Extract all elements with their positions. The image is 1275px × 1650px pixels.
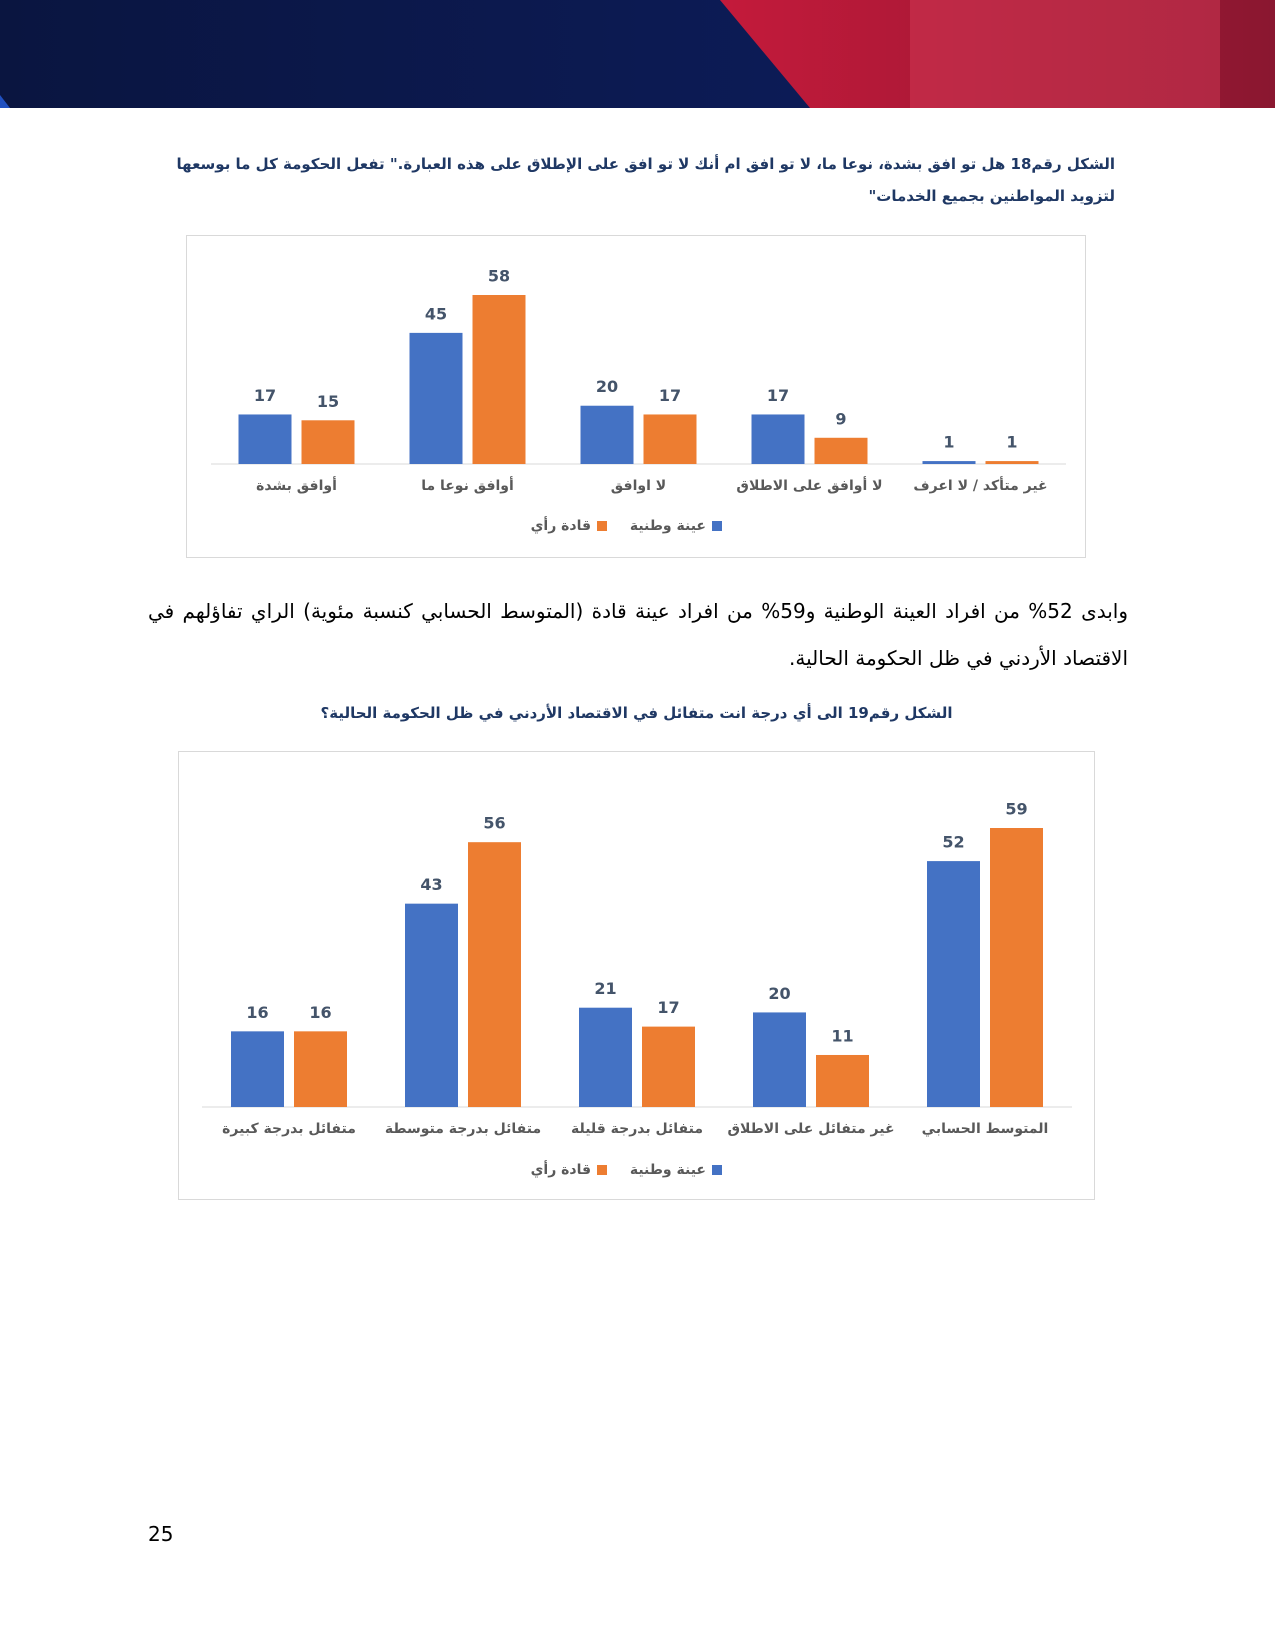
legend-swatch [712, 1165, 722, 1175]
x-tick-label: متفائل بدرجة كبيرة [222, 1121, 356, 1137]
legend-label: عينة وطنية [630, 518, 706, 534]
bar [816, 1054, 869, 1107]
bar [409, 332, 463, 464]
data-label: 1 [1006, 433, 1017, 452]
data-label: 17 [657, 998, 679, 1017]
bar [985, 461, 1039, 464]
data-label: 52 [942, 833, 964, 852]
data-label: 58 [488, 267, 510, 286]
bar [643, 414, 697, 464]
bar [753, 1012, 806, 1107]
data-label: 16 [309, 1003, 331, 1022]
bar [472, 295, 526, 464]
bar [231, 1031, 284, 1107]
x-tick-label: متفائل بدرجة متوسطة [385, 1121, 541, 1137]
data-label: 20 [768, 984, 790, 1003]
page-number: 25 [148, 1522, 174, 1546]
bar [579, 1007, 632, 1107]
legend-swatch [597, 1165, 607, 1175]
x-tick-label: لا اوافق [611, 478, 666, 494]
data-label: 21 [594, 979, 616, 998]
x-tick-label: غير متفائل على الاطلاق [727, 1121, 894, 1137]
bar [814, 437, 868, 464]
legend-label: عينة وطنية [630, 1162, 706, 1178]
bar [468, 842, 521, 1107]
bar [238, 414, 292, 464]
data-label: 20 [596, 377, 618, 396]
bar [301, 420, 355, 464]
data-label: 11 [831, 1026, 853, 1045]
bar [642, 1026, 695, 1107]
paragraph: وابدى 52% من افراد العينة الوطنية و59% م… [148, 599, 1129, 670]
bar [405, 903, 458, 1107]
x-tick-label: غير متأكد / لا اعرف [913, 476, 1047, 494]
data-label: 17 [659, 386, 681, 405]
data-label: 45 [425, 304, 447, 323]
x-tick-label: المتوسط الحسابي [922, 1121, 1049, 1137]
data-label: 17 [254, 386, 276, 405]
legend-label: قادة رأي [531, 516, 591, 535]
chart: متفائل بدرجة كبيرة 16 16 متفائل بدرجة متوسط… [202, 800, 1072, 1179]
data-label: 56 [483, 814, 505, 833]
x-tick-label: أوافق بشدة [256, 476, 337, 494]
bar [990, 828, 1043, 1107]
legend-swatch [712, 521, 722, 531]
chart-frame: أوافق بشدة 17 15 أوافق نوعا ما 45 58 لا اوافق 2… [186, 235, 1086, 558]
data-label: 43 [420, 875, 442, 894]
legend-swatch [597, 521, 607, 531]
bar [922, 461, 976, 464]
bar [927, 861, 980, 1107]
data-label: 15 [317, 392, 339, 411]
data-label: 9 [835, 409, 846, 428]
legend-label: قادة رأي [531, 1160, 591, 1179]
x-tick-label: متفائل بدرجة قليلة [571, 1121, 703, 1137]
chart: أوافق بشدة 17 15 أوافق نوعا ما 45 58 لا اوافق 2… [211, 267, 1066, 535]
x-tick-label: لا أوافق على الاطلاق [736, 476, 882, 494]
bar [751, 414, 805, 464]
data-label: 17 [767, 386, 789, 405]
bar [580, 405, 634, 464]
header-banner [0, 0, 1275, 108]
caption: الشكل رقم18 هل تو افق بشدة، نوعا ما، لا … [176, 155, 1115, 205]
chart-frame: متفائل بدرجة كبيرة 16 16 متفائل بدرجة متوسط… [178, 751, 1095, 1200]
bar [294, 1031, 347, 1107]
data-label: 59 [1005, 800, 1027, 819]
x-tick-label: أوافق نوعا ما [421, 476, 514, 494]
data-label: 1 [943, 433, 954, 452]
caption: الشكل رقم19 الى أي درجة انت متفائل في ال… [320, 704, 953, 722]
data-label: 16 [246, 1003, 268, 1022]
